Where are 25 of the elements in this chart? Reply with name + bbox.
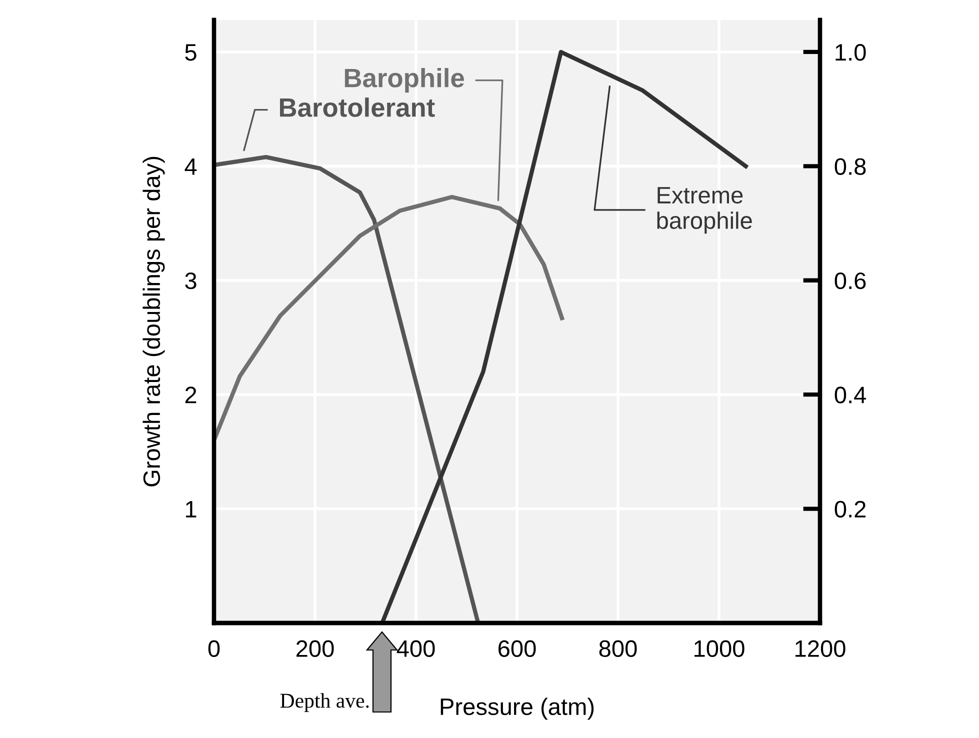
annotation: Barophile [344, 68, 464, 93]
x-tick-label: 0 [208, 640, 220, 658]
x-tick-label: 400 [396, 640, 435, 658]
y-tick-label: 1 [186, 501, 196, 518]
y-tick-label: 5 [185, 44, 196, 61]
x-tick-label: 1200 [796, 640, 846, 658]
x-tick-label: 600 [498, 640, 536, 658]
text: Depth ave. [280, 693, 369, 712]
y2-tick-label: 0.2 [834, 500, 866, 518]
y2-tick-label: 0.6 [834, 272, 866, 290]
y-tick-label: 4 [184, 158, 197, 175]
x-axis-title: Pressure (atm) [440, 698, 594, 720]
y2-tick-label: 0.8 [834, 158, 866, 175]
y-tick-label: 2 [185, 386, 196, 404]
line-series [214, 154, 480, 623]
y-tick-label: 3 [185, 272, 196, 290]
x-tick-label: 1000 [694, 640, 744, 658]
annotation: Barotolerant [280, 98, 435, 117]
line-series [214, 194, 564, 442]
y2-tick-label: 0.4 [834, 386, 866, 404]
x-tick-label: 200 [296, 640, 334, 658]
y-axis-title: Growth rate (doublings per day) [142, 156, 165, 486]
annotation: Extreme barophile [657, 187, 752, 234]
y2-tick-label: 1.0 [836, 44, 866, 61]
x-tick-label: 800 [599, 640, 637, 658]
